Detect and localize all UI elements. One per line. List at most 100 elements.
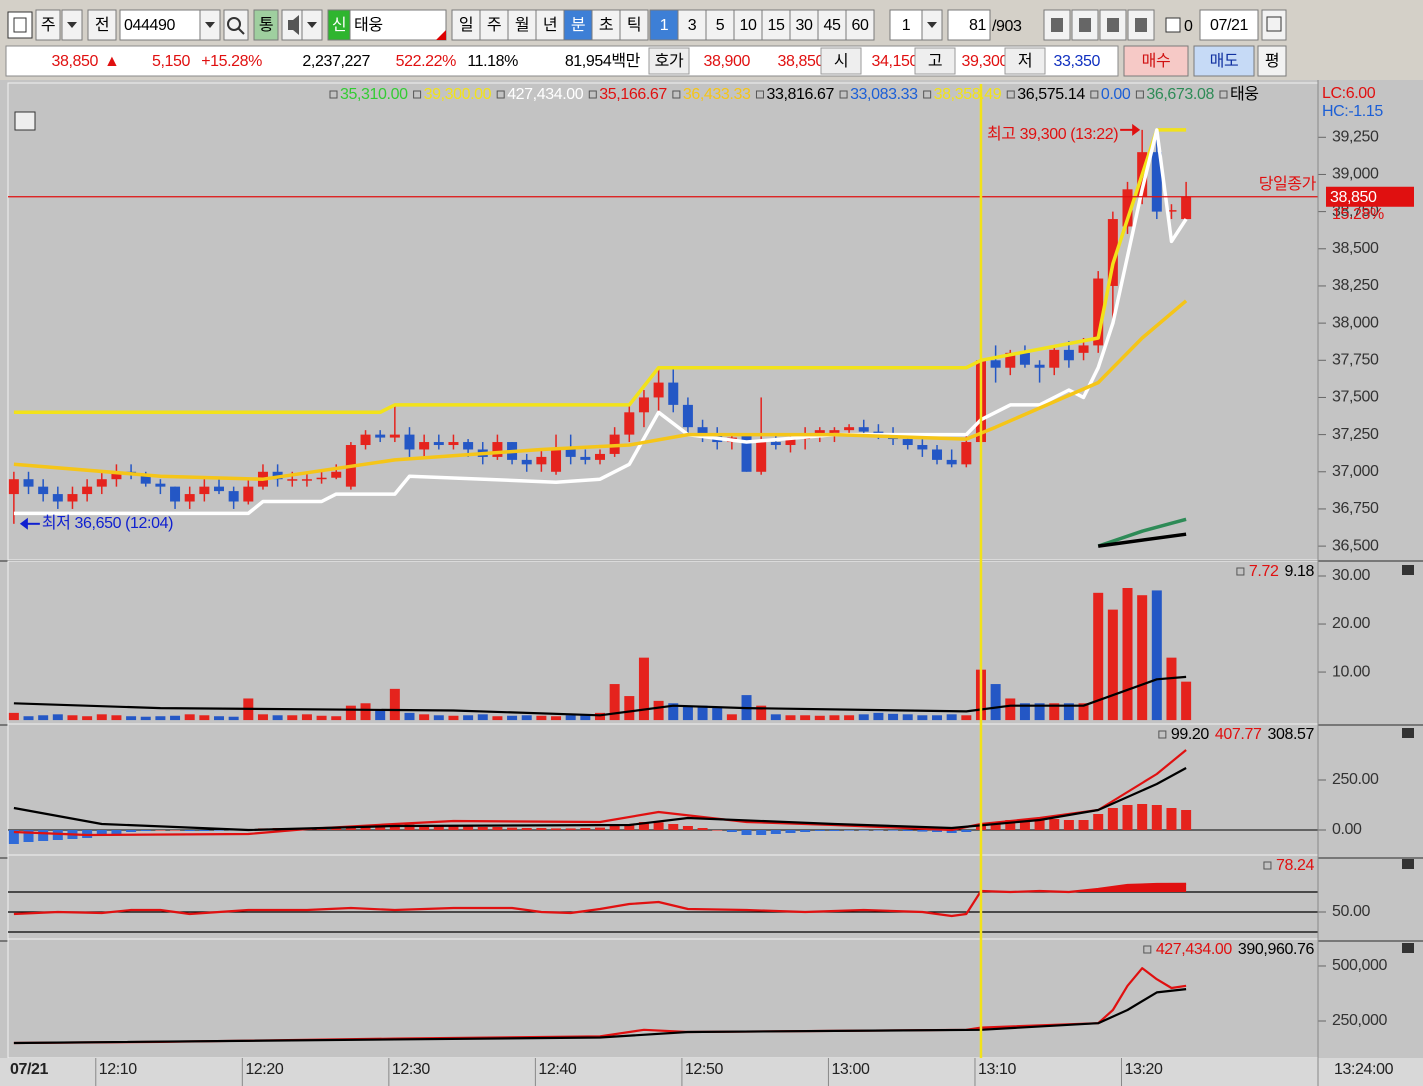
candle-body	[82, 486, 93, 495]
panel-close[interactable]	[1402, 859, 1414, 869]
calendar-icon	[1266, 16, 1282, 32]
panel-close[interactable]	[1402, 728, 1414, 738]
bar	[932, 715, 943, 721]
tool-icon	[1107, 18, 1119, 32]
candle-body	[228, 491, 239, 502]
bar	[726, 830, 737, 832]
bar	[829, 715, 840, 721]
code-input[interactable]	[119, 9, 201, 41]
market-select[interactable]	[35, 9, 61, 41]
panel-close[interactable]	[1402, 565, 1414, 575]
indicator-marker	[1006, 90, 1015, 99]
bar	[932, 830, 943, 832]
interval-button[interactable]	[705, 9, 735, 41]
candle-body	[961, 442, 972, 465]
period-button-label: 일	[459, 16, 473, 34]
kind-button[interactable]	[87, 9, 117, 41]
corner-label: HC:-1.15	[1322, 103, 1383, 120]
bar	[770, 830, 781, 834]
bar	[653, 700, 664, 721]
sell-button[interactable]	[1193, 45, 1255, 77]
bar	[712, 830, 723, 831]
quote-item: 시	[834, 53, 848, 70]
candle-body	[1078, 345, 1089, 353]
bar	[961, 830, 972, 832]
bar	[624, 824, 635, 830]
interval-button[interactable]	[789, 9, 819, 41]
bar	[463, 826, 474, 830]
buy-button[interactable]	[1123, 45, 1189, 77]
candle-body	[170, 486, 181, 502]
tool-button[interactable]	[1043, 9, 1071, 41]
flag-button[interactable]	[253, 9, 279, 41]
candle-body	[1181, 196, 1192, 220]
bar	[228, 716, 239, 721]
candle-body	[1063, 349, 1074, 361]
candle-body	[946, 459, 957, 465]
bar	[800, 830, 811, 832]
bar	[800, 715, 811, 721]
indicator-line	[13, 128, 1188, 516]
panel-close[interactable]	[1402, 943, 1414, 953]
count-input[interactable]	[889, 9, 923, 41]
legend-value: 7.72	[1249, 563, 1279, 580]
period-button[interactable]	[535, 9, 565, 41]
avg-button[interactable]	[1257, 45, 1287, 77]
flag-button-label: 신	[332, 16, 346, 34]
period-button[interactable]	[563, 9, 593, 41]
bar	[1093, 592, 1104, 721]
candle-body	[829, 430, 840, 435]
bar	[360, 703, 371, 721]
bar	[214, 716, 225, 721]
bar	[1019, 819, 1030, 830]
y-tick-label: 39,000	[1332, 166, 1379, 183]
interval-button[interactable]	[733, 9, 763, 41]
interval-button[interactable]	[845, 9, 875, 41]
bar	[272, 715, 283, 721]
bar	[624, 696, 635, 721]
bar	[1063, 820, 1074, 830]
period-button-label: 월	[515, 16, 529, 34]
bar	[507, 715, 518, 721]
bar	[536, 715, 547, 721]
shown-input[interactable]	[947, 9, 991, 41]
checkbox[interactable]	[1165, 17, 1181, 33]
candle-body	[844, 427, 855, 431]
bar	[565, 828, 576, 830]
bar	[331, 827, 342, 830]
bar	[404, 824, 415, 830]
bar	[419, 714, 430, 721]
x-tick-label: 12:50	[685, 1061, 724, 1078]
x-tick-label: 13:00	[831, 1061, 870, 1078]
quote-item: 38,850	[51, 53, 98, 70]
bar	[433, 715, 444, 721]
tool-button[interactable]	[1099, 9, 1127, 41]
candle-body	[756, 442, 767, 472]
bar	[888, 830, 899, 831]
bar	[375, 825, 386, 830]
legend-marker	[1236, 567, 1245, 576]
period-button[interactable]	[451, 9, 481, 41]
calendar-button[interactable]	[1261, 9, 1287, 41]
bar	[126, 716, 137, 721]
y-tick-label: 50.00	[1332, 903, 1371, 920]
bar	[814, 715, 825, 721]
name-input[interactable]	[349, 9, 447, 41]
interval-button-label: 1	[660, 17, 669, 34]
x-tick-label: 12:10	[99, 1061, 138, 1078]
candle-body	[858, 427, 869, 432]
indicator-line	[1097, 517, 1187, 548]
name-input-label: 태웅	[354, 16, 383, 34]
candle-body	[111, 471, 122, 480]
bar	[155, 830, 166, 831]
y-tick-label: 36,500	[1332, 537, 1379, 554]
interval-button[interactable]	[817, 9, 847, 41]
candle-body	[8, 479, 19, 495]
bar	[741, 830, 752, 835]
legend-value: 427,434.00	[1156, 941, 1233, 958]
candle-body	[1107, 219, 1118, 286]
avg-button-label: 평	[1265, 52, 1279, 70]
bar	[331, 716, 342, 721]
date-input[interactable]	[1199, 9, 1259, 41]
period-button[interactable]	[619, 9, 649, 41]
